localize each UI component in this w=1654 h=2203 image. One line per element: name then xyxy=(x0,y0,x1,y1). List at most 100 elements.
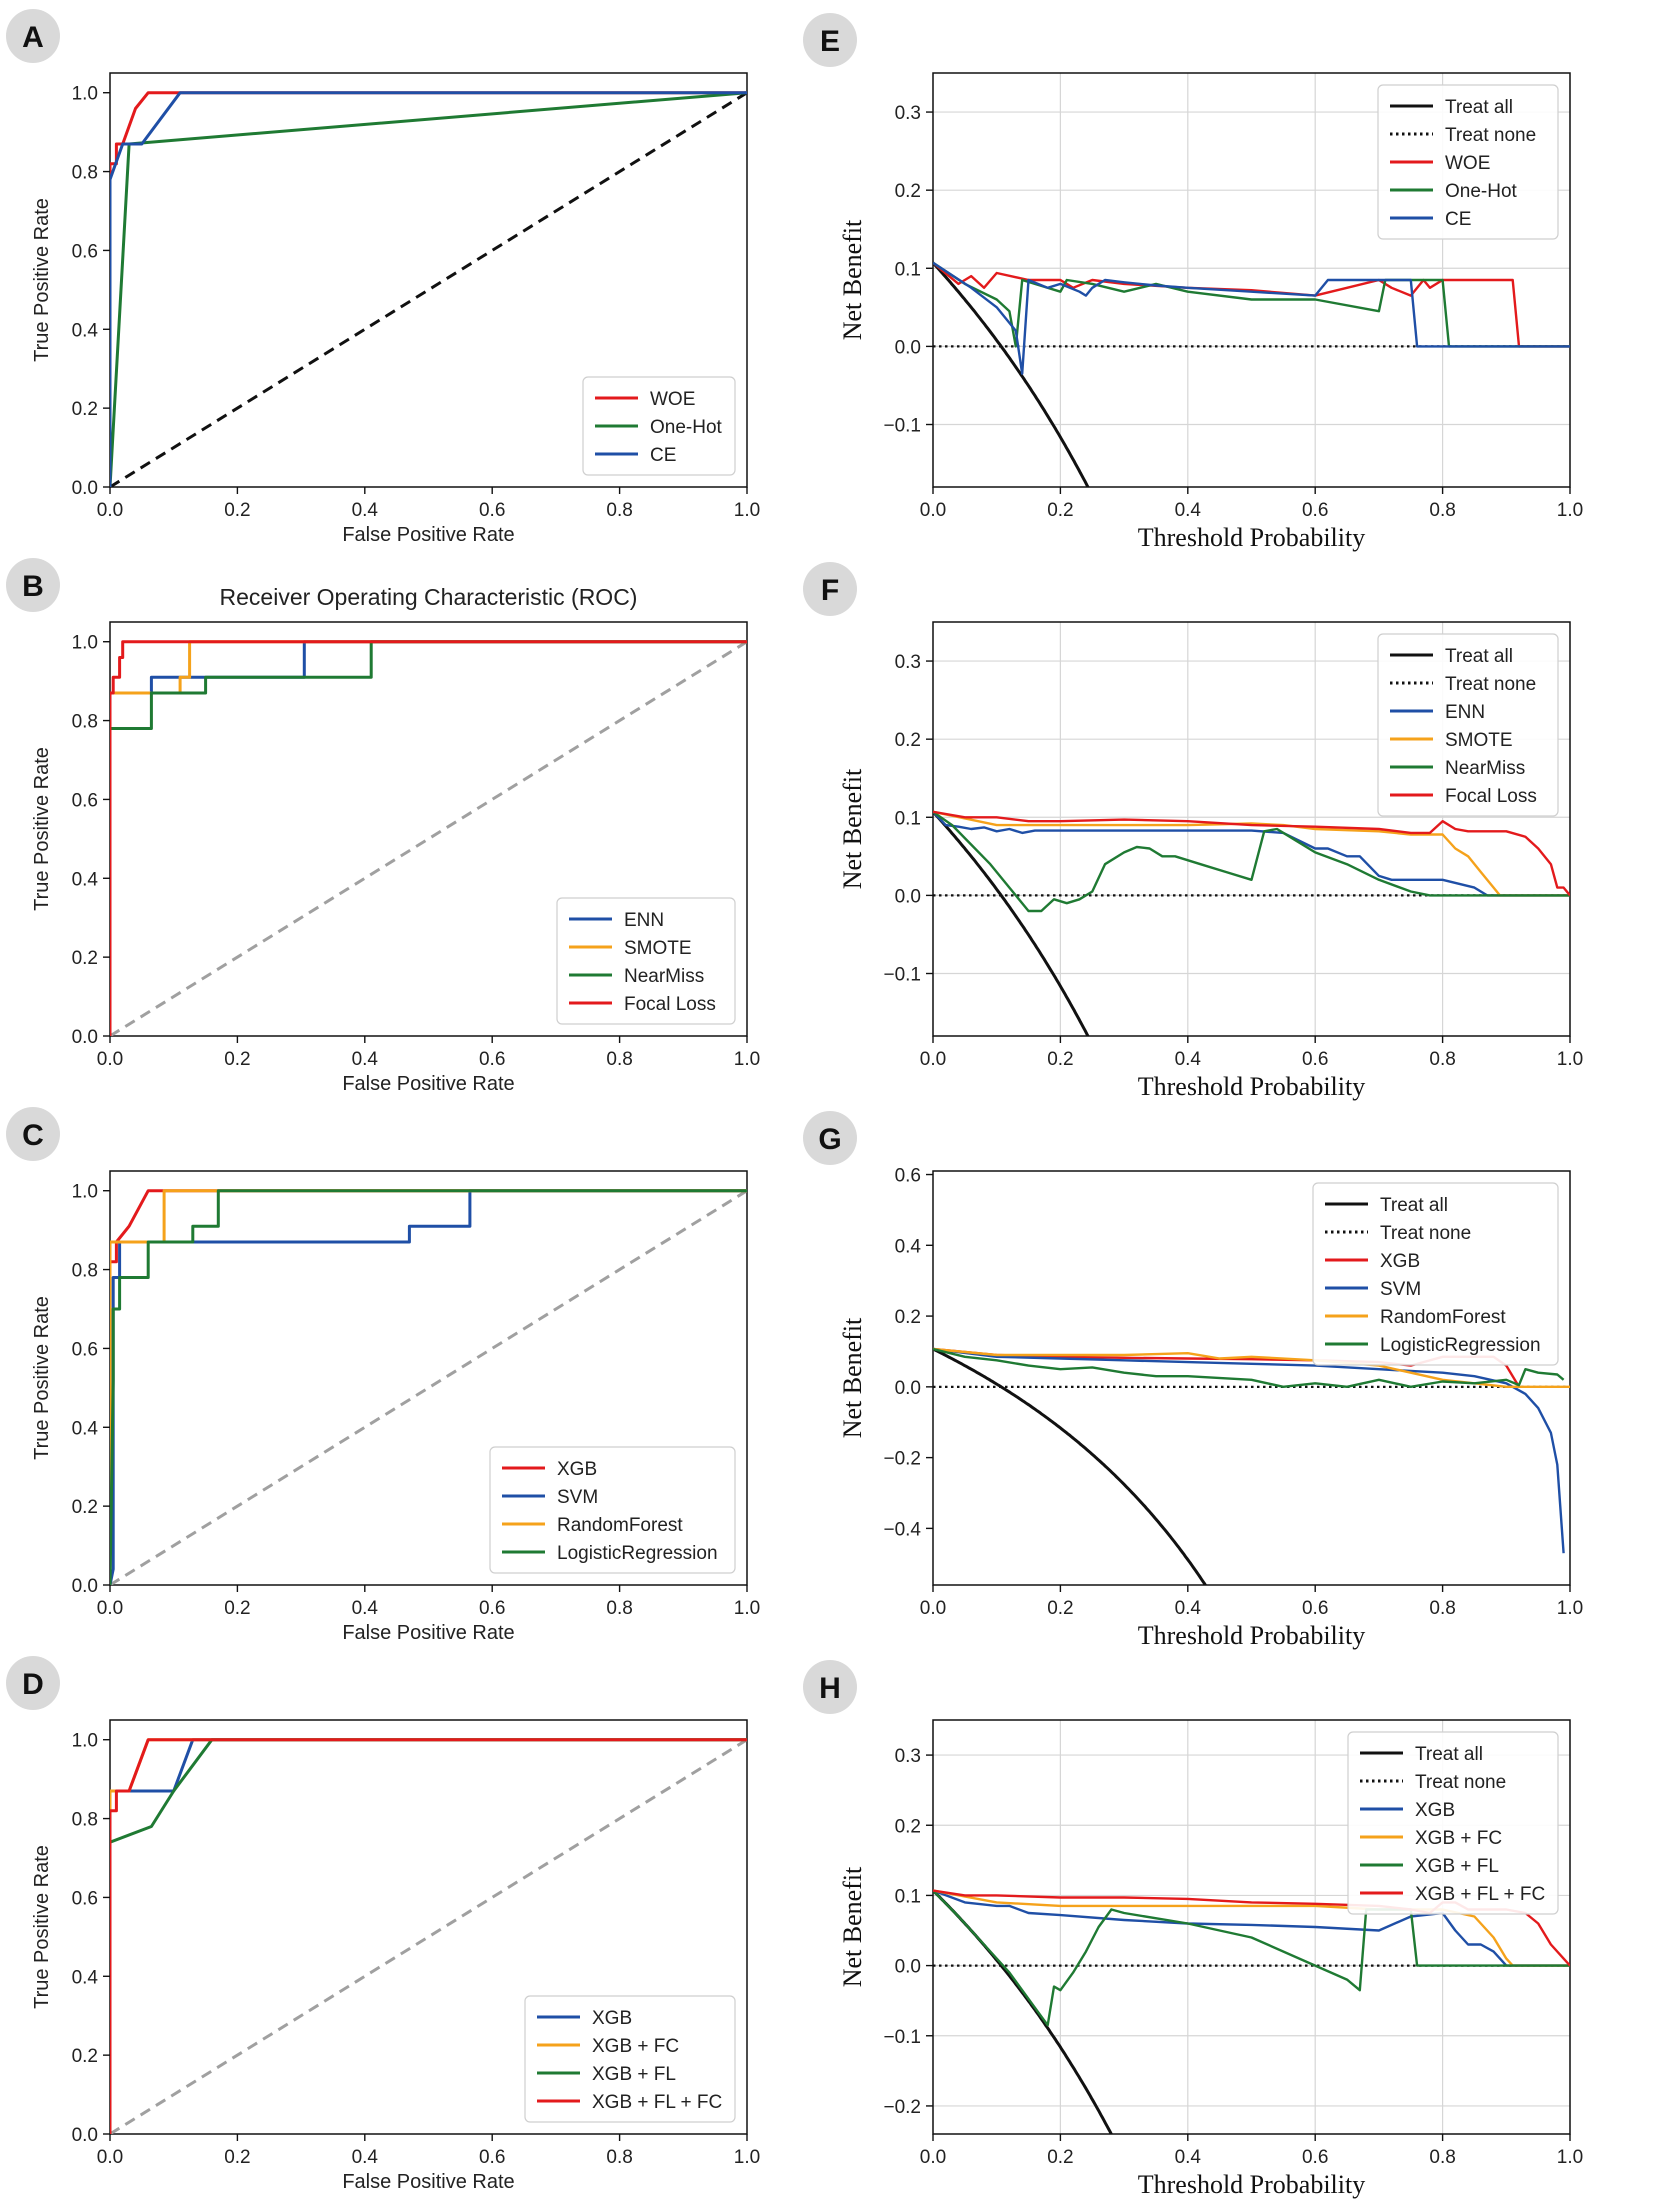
panel-label: E xyxy=(820,25,840,58)
legend: XGB SVM RandomForest LogisticRegression xyxy=(489,1446,736,1574)
x-tick-label: 0.2 xyxy=(224,1598,250,1619)
y-tick-label: 0.2 xyxy=(72,948,98,969)
y-tick-label: 0.2 xyxy=(895,1816,921,1837)
x-tick-label: 0.2 xyxy=(224,2147,250,2168)
panel-badge xyxy=(6,558,60,612)
y-tick-label: 0.2 xyxy=(895,1307,921,1328)
series-line-smote xyxy=(933,810,1570,897)
legend-label-treat-none: Treat none xyxy=(1415,1772,1506,1793)
plot-frame xyxy=(932,1170,1571,1586)
y-axis-title: Net Benefit xyxy=(838,1317,867,1438)
panel-h: H 0.0 0.2 0.4 0.6 0.8 1.0 −0.2 −0.1 0.0 0.1 0.2 0.3 T… xyxy=(803,1660,1583,2199)
x-tick-label: 0.4 xyxy=(1175,500,1202,521)
plot-area xyxy=(110,91,747,487)
x-tick-label: 0.2 xyxy=(1047,500,1073,521)
y-tick-label: −0.1 xyxy=(883,2027,921,2048)
panel-label: C xyxy=(22,1119,44,1152)
x-axis-title: False Positive Rate xyxy=(342,1073,514,1095)
legend-label-ce: CE xyxy=(650,445,676,466)
panel-label: H xyxy=(819,1672,841,1705)
x-axis-title: False Positive Rate xyxy=(342,1622,514,1644)
series-line-nearmiss xyxy=(110,640,747,1036)
y-tick-label: 0.2 xyxy=(72,1497,98,1518)
panel-badge xyxy=(803,562,857,616)
legend-label-focal-loss: Focal Loss xyxy=(624,994,716,1015)
legend-label-treat-none: Treat none xyxy=(1445,674,1536,695)
x-tick-label: 0.2 xyxy=(1047,2147,1073,2168)
y-tick-label: −0.1 xyxy=(883,965,921,986)
x-tick-label: 0.0 xyxy=(920,2147,946,2168)
y-axis-title: True Positive Rate xyxy=(31,1845,53,2009)
legend: ENN SMOTE NearMiss Focal Loss xyxy=(556,897,736,1025)
series-line-logisticregression xyxy=(933,1347,1565,1389)
x-tick-label: 0.0 xyxy=(97,1598,123,1619)
legend-box xyxy=(524,1995,736,2123)
y-tick-label: 0.0 xyxy=(895,1378,921,1399)
series-line-xgb xyxy=(933,1889,1570,1967)
panel-f: F 0.0 0.2 0.4 0.6 0.8 1.0 −0.1 0.0 0.1 0.2 0.3 Thres… xyxy=(803,562,1583,1101)
legend: Treat all Treat none XGB XGB + FC XGB + FL XG… xyxy=(1347,1731,1559,1915)
series-line-logisticregression xyxy=(110,1189,747,1585)
plot-frame xyxy=(932,1719,1571,2135)
legend-label-randomforest: RandomForest xyxy=(1380,1307,1506,1328)
y-tick-label: 0.8 xyxy=(72,1261,98,1282)
panel-c: C 0.0 0.2 0.4 0.6 0.8 1.0 0.0 0.2 0.4 0.6 0.8 1.0 Fal… xyxy=(6,1107,760,1644)
x-tick-label: 0.4 xyxy=(352,2147,379,2168)
y-tick-label: 0.6 xyxy=(72,790,98,811)
x-tick-label: 0.6 xyxy=(479,2147,505,2168)
y-tick-label: 0.4 xyxy=(72,320,99,341)
y-tick-label: −0.4 xyxy=(883,1519,921,1540)
plot-area xyxy=(933,261,1570,487)
legend-box xyxy=(556,897,736,1025)
panel-badge xyxy=(803,1111,857,1165)
x-tick-label: 1.0 xyxy=(1557,500,1583,521)
x-axis-title: Threshold Probability xyxy=(1138,2170,1365,2199)
legend: Treat all Treat none ENN SMOTE NearMiss Focal… xyxy=(1377,633,1559,817)
legend-label-xgb: XGB xyxy=(1415,1800,1455,1821)
treat-all-line xyxy=(933,1347,1208,1585)
y-tick-label: −0.1 xyxy=(883,416,921,437)
y-tick-label: 0.1 xyxy=(895,259,921,280)
legend: Treat all Treat none XGB SVM RandomForest Log… xyxy=(1312,1182,1559,1366)
x-tick-label: 0.2 xyxy=(1047,1598,1073,1619)
y-axis-title: True Positive Rate xyxy=(31,198,53,362)
series-line-focal-loss xyxy=(110,640,747,1036)
y-tick-label: 0.0 xyxy=(895,1957,921,1978)
legend-label-ce: CE xyxy=(1445,209,1471,230)
x-axis-title: False Positive Rate xyxy=(342,524,514,546)
x-tick-label: 0.6 xyxy=(1302,500,1328,521)
legend-box xyxy=(1347,1731,1559,1915)
treat-all-line xyxy=(933,261,1090,487)
x-tick-label: 0.0 xyxy=(97,2147,123,2168)
x-tick-label: 0.0 xyxy=(97,500,123,521)
x-tick-label: 1.0 xyxy=(1557,1598,1583,1619)
x-tick-label: 1.0 xyxy=(734,2147,760,2168)
legend-label-xgb: XGB xyxy=(557,1459,597,1480)
series-line-xgb-fc xyxy=(933,1889,1570,1967)
legend-label-woe: WOE xyxy=(1445,153,1490,174)
x-tick-label: 0.8 xyxy=(1429,1049,1455,1070)
y-tick-label: 0.4 xyxy=(72,1967,99,1988)
y-tick-label: 0.2 xyxy=(72,399,98,420)
legend-label-treat-all: Treat all xyxy=(1445,97,1513,118)
y-tick-label: 0.1 xyxy=(895,808,921,829)
x-tick-label: 0.4 xyxy=(352,1598,379,1619)
x-tick-label: 0.6 xyxy=(1302,1598,1328,1619)
panel-e: E 0.0 0.2 0.4 0.6 0.8 1.0 −0.1 0.0 0.1 0.2 0.3 Thres… xyxy=(803,13,1583,552)
x-tick-label: 0.2 xyxy=(1047,1049,1073,1070)
series-line-ce xyxy=(110,91,747,487)
legend-label-treat-none: Treat none xyxy=(1380,1223,1471,1244)
y-tick-label: 1.0 xyxy=(72,84,98,105)
plot-area xyxy=(110,640,747,1036)
legend-label-xgb: XGB xyxy=(592,2008,632,2029)
y-axis-title: Net Benefit xyxy=(838,219,867,340)
x-axis-title: Threshold Probability xyxy=(1138,1072,1365,1101)
series-line-svm xyxy=(933,1347,1565,1554)
panel-badge xyxy=(803,13,857,67)
legend-box xyxy=(489,1446,736,1574)
y-tick-label: 0.8 xyxy=(72,163,98,184)
y-tick-label: 0.0 xyxy=(72,1027,98,1048)
y-tick-label: −0.2 xyxy=(883,1449,921,1470)
series-line-xgb-fl-fc xyxy=(110,1738,747,2134)
